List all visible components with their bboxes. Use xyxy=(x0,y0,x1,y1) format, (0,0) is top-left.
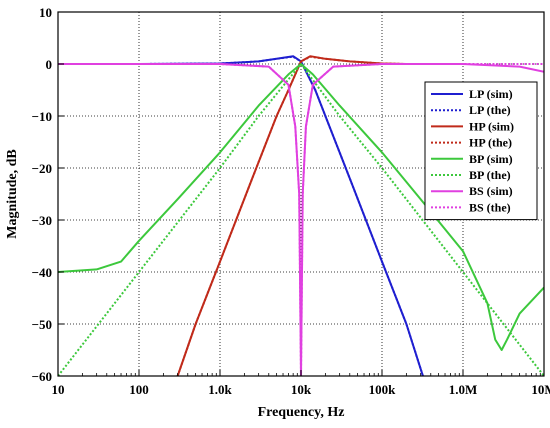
legend-label: BP (sim) xyxy=(469,152,513,166)
series-line-bs-the xyxy=(58,63,544,376)
series-line-hp-the xyxy=(176,55,407,376)
legend-label: BP (the) xyxy=(469,168,511,182)
x-tick-label: 10k xyxy=(291,382,312,397)
series-line-lp-the xyxy=(58,55,424,376)
y-tick-label: −10 xyxy=(32,109,52,124)
y-tick-label: −20 xyxy=(32,161,52,176)
legend-label: BS (the) xyxy=(469,200,511,214)
series-line-bp-sim xyxy=(58,63,544,351)
legend-label: LP (sim) xyxy=(469,87,513,101)
y-tick-label: −30 xyxy=(32,213,52,228)
y-tick-label: −50 xyxy=(32,317,52,332)
y-axis-title: Magnitude, dB xyxy=(5,149,20,238)
legend-label: BS (sim) xyxy=(469,184,513,198)
x-axis-title: Frequency, Hz xyxy=(258,405,345,420)
series-line-bs-sim xyxy=(58,63,544,376)
series-layer xyxy=(58,55,544,376)
y-tick-label: −60 xyxy=(32,369,52,384)
legend-label: HP (sim) xyxy=(469,119,514,133)
x-tick-label: 100 xyxy=(129,382,149,397)
ticks: 101001.0k10k100k1.0M10M100−10−20−30−40−5… xyxy=(32,5,550,397)
y-tick-label: 0 xyxy=(46,57,53,72)
x-tick-label: 100k xyxy=(369,382,397,397)
x-tick-label: 10 xyxy=(52,382,65,397)
x-tick-label: 10M xyxy=(531,382,550,397)
legend-label: HP (the) xyxy=(469,136,512,150)
x-tick-label: 1.0k xyxy=(208,382,232,397)
series-line-lp-sim xyxy=(58,55,424,376)
legend: LP (sim) LP (the) HP (sim) HP (the) BP (sim)… xyxy=(424,81,538,221)
y-tick-label: −40 xyxy=(32,265,52,280)
x-tick-label: 1.0M xyxy=(449,382,478,397)
legend-label: LP (the) xyxy=(469,103,511,117)
y-tick-label: 10 xyxy=(39,5,52,20)
legend-box xyxy=(424,81,538,221)
